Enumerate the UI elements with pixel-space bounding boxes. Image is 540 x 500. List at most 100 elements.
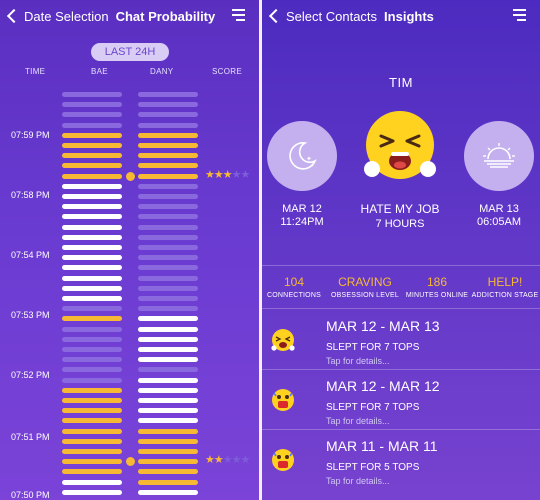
bae-activity-bar (62, 296, 122, 301)
dany-activity-bar (138, 316, 198, 322)
wake-circle[interactable] (464, 121, 534, 191)
bae-activity-bar (62, 275, 122, 281)
score-stars: ★★★★★ (205, 168, 251, 181)
metric-addiction-stage: HELP! ADDICTION STAGE (471, 275, 539, 299)
bae-activity-bar (62, 326, 122, 332)
highlight-dot (126, 457, 135, 467)
dany-activity-bar (138, 357, 198, 363)
menu-icon[interactable] (513, 9, 526, 24)
bae-activity-bar (62, 102, 122, 108)
dany-activity-strip[interactable] (138, 92, 198, 500)
history-date-range: MAR 11 - MAR 11 (326, 438, 438, 454)
history-summary: SLEPT FOR 7 TOPS (326, 402, 420, 413)
time-label: 07:59 PM (11, 130, 50, 140)
history-hint: Tap for details... (326, 416, 390, 426)
time-label: 07:51 PM (11, 432, 50, 442)
bae-activity-bar (62, 438, 122, 444)
moon-icon: ✦ ✦ (289, 142, 317, 170)
column-header-time: TIME (25, 67, 46, 76)
column-header-dany: DANY (150, 67, 174, 76)
bae-activity-bar (62, 92, 122, 97)
dany-activity-bar (138, 306, 198, 312)
bae-activity-bar (62, 143, 122, 148)
mood-stat: HATE MY JOB 7 HOURS (345, 203, 455, 231)
history-date-range: MAR 12 - MAR 13 (326, 318, 440, 334)
star-filled-icon: ★ (213, 168, 224, 181)
star-filled-icon: ★ (222, 168, 233, 181)
dany-activity-bar (138, 183, 198, 189)
crying-face-icon (271, 329, 295, 351)
sleep-date: MAR 12 (282, 203, 322, 215)
history-row[interactable]: MAR 12 - MAR 13 SLEPT FOR 7 TOPS Tap for… (262, 310, 540, 369)
highlight-dot (126, 171, 135, 181)
bae-activity-bar (62, 357, 122, 363)
history-row[interactable]: MAR 11 - MAR 11 SLEPT FOR 5 TOPS Tap for… (262, 430, 540, 489)
dany-activity-bar (138, 194, 198, 199)
bae-activity-bar (62, 163, 122, 169)
dany-activity-bar (138, 102, 198, 108)
star-empty-icon: ★ (222, 454, 233, 467)
bae-activity-bar (62, 112, 122, 118)
sunrise-icon (483, 143, 515, 168)
chat-probability-panel: Date Selection Chat Probability LAST 24H… (0, 0, 259, 500)
page-title: Insights (384, 8, 434, 24)
mood-hours: 7 HOURS (375, 218, 425, 230)
bae-activity-bar (62, 194, 122, 199)
star-empty-icon: ★ (231, 454, 242, 467)
range-filter-pill[interactable]: LAST 24H (91, 43, 169, 61)
back-button[interactable]: Select Contacts (286, 8, 378, 24)
dany-activity-bar (138, 367, 198, 373)
dany-activity-bar (138, 438, 198, 444)
dany-activity-bar (138, 326, 198, 332)
menu-icon[interactable] (232, 9, 245, 24)
bae-activity-bar (62, 306, 122, 312)
dany-activity-bar (138, 245, 198, 250)
bae-activity-bar (62, 428, 122, 434)
dany-activity-bar (138, 132, 198, 138)
bae-activity-bar (62, 408, 122, 414)
bae-activity-bar (62, 387, 122, 393)
metric-connections: 104 CONNECTIONS (267, 275, 321, 299)
bae-activity-bar (62, 153, 122, 159)
bae-activity-bar (62, 377, 122, 383)
dany-activity-bar (138, 214, 198, 220)
back-chevron-icon[interactable] (268, 8, 284, 24)
dany-activity-bar (138, 336, 198, 342)
bae-activity-bar (62, 255, 122, 261)
bae-activity-bar (62, 132, 122, 138)
back-button[interactable]: Date Selection (24, 8, 109, 24)
bae-activity-bar (62, 122, 122, 128)
contact-name: TIM (389, 75, 413, 90)
time-label: 07:50 PM (11, 490, 50, 500)
dany-activity-bar (138, 296, 198, 301)
time-label: 07:53 PM (11, 310, 50, 320)
wake-stat: MAR 13 06:05AM (464, 203, 534, 229)
sleep-circle[interactable]: ✦ ✦ (267, 121, 337, 191)
bae-activity-bar (62, 469, 122, 475)
star-empty-icon: ★ (240, 454, 251, 467)
dany-activity-bar (138, 92, 198, 97)
star-filled-icon: ★ (205, 168, 215, 181)
bae-activity-bar (62, 336, 122, 342)
dany-activity-bar (138, 408, 198, 414)
bae-activity-bar (62, 214, 122, 220)
bae-activity-bar (62, 418, 122, 424)
star-filled-icon: ★ (205, 454, 215, 467)
star-empty-icon: ★ (240, 168, 251, 181)
history-row[interactable]: MAR 12 - MAR 12 SLEPT FOR 7 TOPS Tap for… (262, 370, 540, 429)
bae-activity-bar (62, 479, 122, 485)
bae-activity-bar (62, 224, 122, 230)
dany-activity-bar (138, 265, 198, 271)
dany-activity-bar (138, 173, 198, 179)
sleep-time: 11:24PM (280, 216, 324, 228)
svg-text:✦: ✦ (306, 155, 312, 163)
bae-activity-bar (62, 285, 122, 291)
crying-face-icon (272, 449, 294, 471)
time-label: 07:54 PM (11, 250, 50, 260)
metric-obsession-level: CRAVING OBSESSION LEVEL (331, 275, 399, 299)
dany-activity-bar (138, 428, 198, 434)
history-hint: Tap for details... (326, 476, 390, 486)
bae-activity-strip[interactable] (62, 92, 122, 500)
back-chevron-icon[interactable] (6, 8, 22, 24)
star-filled-icon: ★ (213, 454, 224, 467)
